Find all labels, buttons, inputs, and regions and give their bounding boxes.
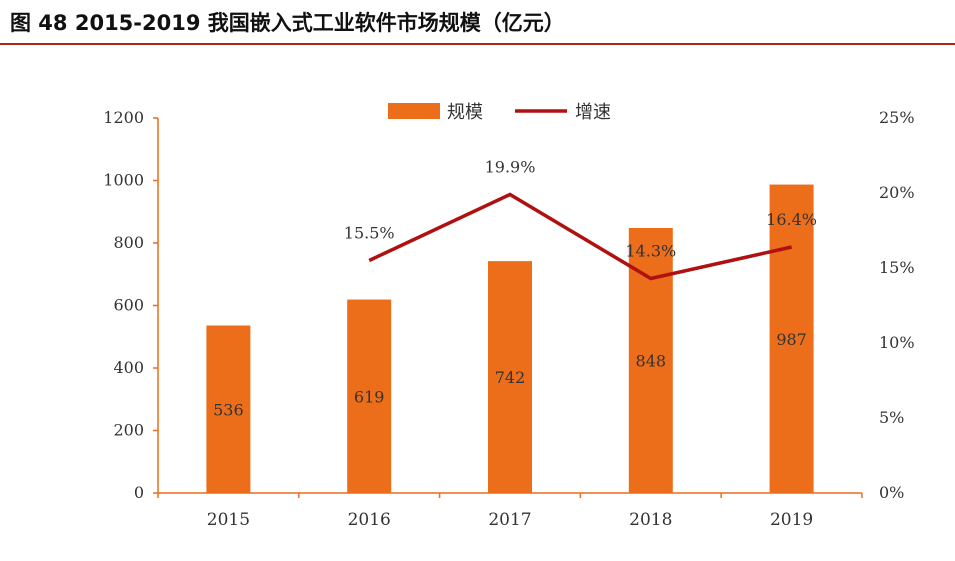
- y-left-tick-label: 600: [113, 296, 144, 315]
- legend-bar-label: 规模: [447, 102, 483, 123]
- y-right-tick-label: 5%: [879, 408, 904, 427]
- legend-line-label: 增速: [575, 102, 611, 123]
- growth-value-label: 19.9%: [485, 158, 536, 177]
- title-bar: 图 48 2015-2019 我国嵌入式工业软件市场规模（亿元）: [0, 0, 955, 45]
- bar-2015: [206, 325, 251, 493]
- y-right-tick-label: 25%: [879, 108, 915, 127]
- bar-2016: [347, 299, 392, 493]
- x-tick-label: 2016: [348, 510, 391, 530]
- bar-value-label: 536: [213, 400, 244, 419]
- x-tick-label: 2018: [629, 510, 672, 530]
- y-left-tick-label: 800: [113, 233, 144, 252]
- y-left-tick-label: 0: [134, 483, 144, 502]
- y-left-tick-label: 1000: [103, 171, 144, 190]
- legend-bar-swatch: [388, 103, 440, 119]
- y-right-tick-label: 15%: [879, 258, 915, 277]
- y-left-tick-label: 400: [113, 358, 144, 377]
- bar-2019: [769, 184, 814, 493]
- x-tick-label: 2015: [207, 510, 250, 530]
- growth-value-label: 15.5%: [344, 224, 395, 243]
- figure-title: 图 48 2015-2019 我国嵌入式工业软件市场规模（亿元）: [10, 11, 565, 35]
- y-left-tick-label: 1200: [103, 108, 144, 127]
- bar-2018: [628, 228, 673, 493]
- y-right-tick-label: 0%: [879, 483, 904, 502]
- bar-2017: [488, 261, 532, 493]
- growth-line: [368, 192, 792, 281]
- bar-value-label: 742: [495, 368, 526, 387]
- y-right-tick-label: 10%: [879, 333, 915, 352]
- y-right-tick-label: 20%: [879, 183, 915, 202]
- growth-value-label: 14.3%: [625, 242, 676, 261]
- bar-value-label: 619: [354, 387, 385, 406]
- title-divider: [0, 43, 955, 45]
- y-left-tick-label: 200: [113, 421, 144, 440]
- bar-value-label: 848: [636, 352, 667, 371]
- bar-value-label: 987: [776, 330, 807, 349]
- x-tick-label: 2019: [770, 510, 813, 530]
- growth-value-label: 16.4%: [766, 210, 817, 229]
- x-tick-label: 2017: [488, 510, 531, 530]
